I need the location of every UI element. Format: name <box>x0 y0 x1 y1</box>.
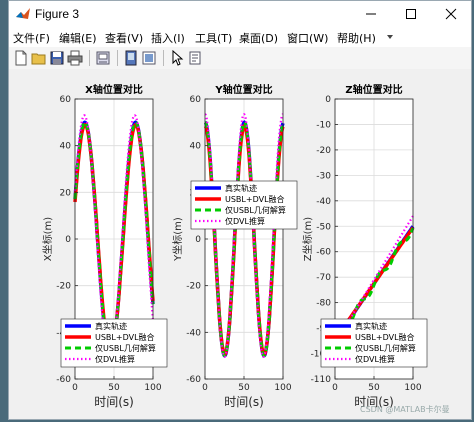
y-tick-label: 0 <box>65 235 71 245</box>
y-tick-label: -60 <box>316 248 331 258</box>
desktop-background <box>0 0 8 422</box>
matlab-icon <box>16 8 30 19</box>
x-tick-label: 50 <box>238 383 250 393</box>
property-editor-icon[interactable] <box>141 50 157 66</box>
legend-entry: USBL+DVL融合 <box>355 332 415 342</box>
x-tick-label: 0 <box>332 383 338 393</box>
y-tick-label: -40 <box>186 328 201 338</box>
y-tick-label: -20 <box>316 146 331 156</box>
x-axis-label: 时间(s) <box>224 395 264 409</box>
toolbar <box>9 47 471 70</box>
y-tick-label: -10 <box>316 120 331 130</box>
y-tick-label: 40 <box>190 142 202 152</box>
y-tick-label: 60 <box>190 95 202 105</box>
legend-entry: 仅DVL推算 <box>225 216 265 226</box>
new-figure-icon[interactable] <box>13 50 29 66</box>
y-tick-label: 20 <box>60 188 72 198</box>
menu-insert[interactable]: 插入(I) <box>151 32 185 45</box>
y-tick-label: -20 <box>186 282 201 292</box>
y-tick-label: 0 <box>195 235 201 245</box>
legend-entry: 真实轨迹 <box>225 183 257 193</box>
minimize-button[interactable] <box>351 1 391 27</box>
legend-entry: USBL+DVL融合 <box>225 194 285 204</box>
x-axis-label: 时间(s) <box>94 395 134 409</box>
y-axis-label: X坐标(m) <box>42 217 54 261</box>
toolbar-separator <box>117 50 118 66</box>
y-tick-label: 0 <box>325 95 331 105</box>
figure-window: Figure 3 文件(F) 编辑(E) 查看(V) 插入(I) 工具(T) 桌… <box>8 0 472 420</box>
window-title: Figure 3 <box>35 7 80 21</box>
x-tick-label: 50 <box>108 383 120 393</box>
figure-svg: 050100-60-40-200204060X轴位置对比时间(s)X坐标(m)真… <box>42 83 428 409</box>
toolbar-separator <box>89 50 90 66</box>
menu-desktop[interactable]: 桌面(D) <box>239 32 279 45</box>
legend-entry: 仅DVL推算 <box>355 354 395 364</box>
pointer-icon[interactable] <box>169 50 185 66</box>
axes-title: X轴位置对比 <box>85 83 143 96</box>
link-icon[interactable] <box>95 50 111 66</box>
brush-icon[interactable] <box>187 50 203 66</box>
minimize-icon <box>366 13 376 15</box>
dock-arrow-icon[interactable] <box>385 32 395 42</box>
menu-window[interactable]: 窗口(W) <box>287 32 329 45</box>
menu-bar: 文件(F) 编辑(E) 查看(V) 插入(I) 工具(T) 桌面(D) 窗口(W… <box>9 27 471 47</box>
legend-entry: 仅USBL几何解算 <box>225 205 286 215</box>
y-tick-label: -60 <box>56 375 71 385</box>
menu-help[interactable]: 帮助(H) <box>337 32 376 45</box>
dock-icon[interactable] <box>123 50 139 66</box>
x-tick-label: 50 <box>368 383 380 393</box>
close-icon <box>445 8 457 20</box>
y-tick-label: -20 <box>56 282 71 292</box>
figure-canvas: 050100-60-40-200204060X轴位置对比时间(s)X坐标(m)真… <box>9 69 471 419</box>
x-tick-label: 0 <box>202 383 208 393</box>
toolbar-separator <box>163 50 164 66</box>
series-line-3 <box>204 120 285 358</box>
y-tick-label: -40 <box>316 197 331 207</box>
watermark: CSDN @MATLAB卡尔曼 <box>360 405 450 414</box>
y-tick-label: -70 <box>316 273 331 283</box>
maximize-button[interactable] <box>391 1 431 27</box>
x-tick-label: 100 <box>144 383 161 393</box>
y-tick-label: -110 <box>311 375 332 385</box>
legend-entry: 仅USBL几何解算 <box>355 343 416 353</box>
y-axis-label: Z坐标(m) <box>302 217 314 261</box>
x-tick-label: 100 <box>404 383 421 393</box>
axes-title: Y轴位置对比 <box>214 83 272 96</box>
legend-entry: 真实轨迹 <box>355 321 387 331</box>
close-button[interactable] <box>431 1 471 27</box>
y-tick-label: -80 <box>316 299 331 309</box>
save-icon[interactable] <box>49 50 65 66</box>
open-file-icon[interactable] <box>31 50 47 66</box>
menu-edit[interactable]: 编辑(E) <box>59 32 97 45</box>
series-line-4 <box>204 112 284 359</box>
x-tick-label: 100 <box>274 383 291 393</box>
y-tick-label: -60 <box>186 375 201 385</box>
y-tick-label: 40 <box>60 142 72 152</box>
y-tick-label: 60 <box>60 95 72 105</box>
legend-entry: 仅USBL几何解算 <box>95 343 156 353</box>
x-tick-label: 0 <box>72 383 78 393</box>
legend-entry: 仅DVL推算 <box>95 354 135 364</box>
menu-file[interactable]: 文件(F) <box>13 32 50 45</box>
title-bar[interactable]: Figure 3 <box>9 1 471 27</box>
x-axis-label: 时间(s) <box>354 395 394 409</box>
menu-tools[interactable]: 工具(T) <box>195 32 233 45</box>
y-tick-label: -50 <box>316 222 331 232</box>
y-axis-label: Y坐标(m) <box>172 217 184 262</box>
axes-title: Z轴位置对比 <box>345 83 402 96</box>
desktop-background <box>472 0 474 422</box>
maximize-icon <box>406 9 416 19</box>
legend-entry: USBL+DVL融合 <box>95 332 155 342</box>
menu-view[interactable]: 查看(V) <box>105 32 144 45</box>
print-icon[interactable] <box>67 50 83 66</box>
legend-entry: 真实轨迹 <box>95 321 127 331</box>
y-tick-label: -30 <box>316 171 331 181</box>
